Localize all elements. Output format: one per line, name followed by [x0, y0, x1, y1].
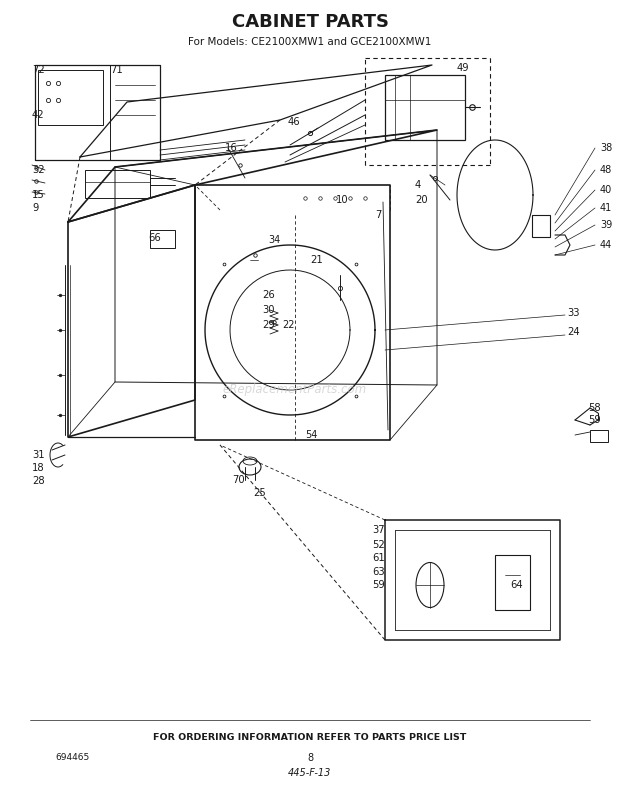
Text: 24: 24: [567, 327, 580, 337]
Bar: [85, 170, 150, 198]
Text: 694465: 694465: [55, 754, 89, 762]
Text: 21: 21: [310, 255, 323, 265]
Text: 18: 18: [32, 463, 45, 473]
Text: 71: 71: [110, 65, 123, 75]
Text: 66: 66: [148, 233, 161, 243]
Text: 33: 33: [567, 308, 580, 318]
Text: 54: 54: [305, 430, 317, 440]
Text: 58: 58: [588, 403, 601, 413]
Bar: [495, 555, 530, 610]
Text: 44: 44: [600, 240, 613, 250]
Bar: [532, 215, 550, 237]
Text: FOR ORDERING INFORMATION REFER TO PARTS PRICE LIST: FOR ORDERING INFORMATION REFER TO PARTS …: [153, 733, 467, 743]
Text: 10: 10: [336, 195, 348, 205]
Text: 37: 37: [372, 525, 384, 535]
Text: 39: 39: [600, 220, 613, 230]
Text: 61: 61: [372, 553, 385, 563]
Text: 41: 41: [600, 203, 613, 213]
Text: 20: 20: [415, 195, 428, 205]
Text: 22: 22: [282, 320, 294, 330]
Text: 38: 38: [600, 143, 613, 153]
Bar: [150, 230, 175, 248]
Text: 8: 8: [307, 753, 313, 763]
Text: 52: 52: [372, 540, 385, 550]
Text: 40: 40: [600, 185, 613, 195]
Text: 32: 32: [32, 165, 45, 175]
Bar: [38, 70, 103, 125]
Text: For Models: CE2100XMW1 and GCE2100XMW1: For Models: CE2100XMW1 and GCE2100XMW1: [188, 37, 432, 47]
Bar: [385, 75, 465, 140]
Text: 46: 46: [288, 117, 301, 127]
Text: 28: 28: [32, 476, 45, 486]
Text: 445-F-13: 445-F-13: [288, 768, 332, 778]
Text: 9: 9: [32, 203, 38, 213]
Text: CABINET PARTS: CABINET PARTS: [231, 13, 389, 31]
Text: 70: 70: [232, 475, 245, 485]
Bar: [590, 430, 608, 442]
Text: 15: 15: [32, 190, 45, 200]
Text: 31: 31: [32, 450, 45, 460]
Text: 63: 63: [372, 567, 384, 577]
Text: 7: 7: [375, 210, 381, 220]
Text: 64: 64: [510, 580, 523, 590]
Text: 34: 34: [268, 235, 280, 245]
Text: 72: 72: [32, 65, 45, 75]
Text: 29: 29: [262, 320, 275, 330]
Text: 59: 59: [372, 580, 385, 590]
Text: 48: 48: [600, 165, 613, 175]
Text: eReplacementParts.com: eReplacementParts.com: [223, 384, 367, 396]
Text: 26: 26: [262, 290, 275, 300]
Text: 42: 42: [32, 110, 45, 120]
Text: 25: 25: [253, 488, 266, 498]
Text: 49: 49: [457, 63, 469, 73]
Text: 16: 16: [225, 143, 237, 153]
Text: 59: 59: [588, 415, 601, 425]
Text: 4: 4: [415, 180, 421, 190]
Text: 30: 30: [262, 305, 275, 315]
